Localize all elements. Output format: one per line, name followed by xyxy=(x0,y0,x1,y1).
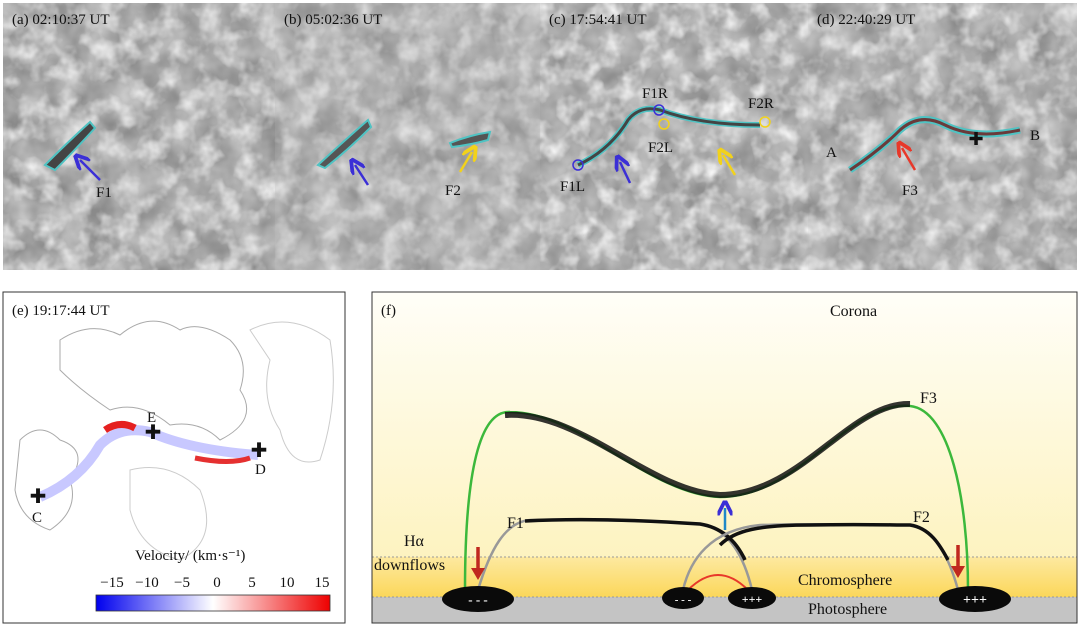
arrow-icon xyxy=(902,148,917,171)
panel-b: (b) 05:02:36 UT F2 xyxy=(275,3,540,270)
corona-label: Corona xyxy=(830,303,877,320)
footpoint-marker xyxy=(653,104,665,116)
photosphere-label: Photosphere xyxy=(808,601,887,618)
filament-f3 xyxy=(504,400,911,499)
filament-outline xyxy=(316,118,373,170)
marker-label: F2R xyxy=(748,96,774,112)
colorbar-ticks: −15 −10 −5 0 5 10 15 xyxy=(100,575,329,591)
crosshair-icon: ✚ xyxy=(30,486,47,508)
crosshair-icon: ✚ xyxy=(145,422,162,444)
marker-label: D xyxy=(255,462,266,478)
colorbar-tick-label: −10 xyxy=(135,575,158,591)
filament-outline xyxy=(448,130,492,149)
panel-label: (f) xyxy=(381,303,396,319)
marker-label: F2L xyxy=(648,140,673,156)
footpoint-marker xyxy=(759,116,771,128)
colorbar-tick-label: 15 xyxy=(315,575,330,591)
filament-outline xyxy=(43,120,97,172)
panel-label: (e) 19:17:44 UT xyxy=(12,303,109,319)
colorbar xyxy=(95,594,331,612)
polarity-sign: +++ xyxy=(742,592,763,606)
polarity-positive xyxy=(728,587,776,609)
panel-c: (c) 17:54:41 UT F1R F2R F2L F1L xyxy=(540,3,808,270)
footpoint-marker xyxy=(658,118,670,130)
f3-label: F3 xyxy=(920,390,937,407)
downflows-label: downflows xyxy=(374,557,445,574)
f2-label: F2 xyxy=(913,509,930,526)
panel-d: ✚ (d) 22:40:29 UT A B F3 xyxy=(808,3,1077,270)
polarity-negative xyxy=(442,586,514,612)
marker-label: F1R xyxy=(642,86,668,102)
marker-label: B xyxy=(1030,128,1040,144)
colorbar-tick-label: 10 xyxy=(280,575,295,591)
arrow-icon xyxy=(80,160,101,181)
colorbar-tick-label: 5 xyxy=(248,575,256,591)
colorbar-tick-label: −15 xyxy=(100,575,123,591)
arrow-icon xyxy=(355,165,370,186)
reconnection-arrow-icon xyxy=(687,574,749,591)
polarity-sign: - - - xyxy=(675,594,692,606)
f1-label: F1 xyxy=(507,515,524,532)
panel-label: (c) 17:54:41 UT xyxy=(549,12,646,28)
downflows-label: Hα xyxy=(404,533,425,550)
arrow-icon xyxy=(458,152,472,173)
arrow-icon xyxy=(620,162,632,184)
downflow-arrow-icon xyxy=(471,547,485,580)
polarity-sign: - - - xyxy=(468,592,488,607)
panel-e: ✚ ✚ ✚ (e) 19:17:44 UT E D C Velocity/ (k… xyxy=(2,291,346,624)
marker-label: F2 xyxy=(445,183,461,199)
panel-label: (d) 22:40:29 UT xyxy=(817,12,915,28)
panel-label: (b) 05:02:36 UT xyxy=(284,12,382,28)
panel-f: - - - - - - +++ +++ (f) Corona Chromosph… xyxy=(371,291,1078,624)
marker-label: F3 xyxy=(902,183,918,199)
panel-a: (a) 02:10:37 UT F1 xyxy=(3,3,275,270)
polarity-positive xyxy=(939,586,1011,612)
crosshair-icon: ✚ xyxy=(968,129,983,149)
arrow-icon xyxy=(723,155,737,176)
filament-velocity xyxy=(37,425,259,502)
crosshair-icon: ✚ xyxy=(251,440,268,462)
marker-label: E xyxy=(147,410,156,426)
marker-label: F1L xyxy=(560,179,585,195)
chromosphere-label: Chromosphere xyxy=(798,572,892,589)
filament-f2 xyxy=(718,522,950,561)
colorbar-tick-label: 0 xyxy=(213,575,221,591)
marker-label: C xyxy=(32,510,42,526)
panel-label: (a) 02:10:37 UT xyxy=(12,12,109,28)
footpoint-marker xyxy=(572,159,584,171)
polarity-negative xyxy=(662,587,704,609)
filament-f1 xyxy=(524,517,747,561)
marker-label: F1 xyxy=(96,185,112,201)
marker-label: A xyxy=(826,145,837,161)
downflow-arrow-icon xyxy=(951,545,965,578)
colorbar-title: Velocity/ (km·s⁻¹) xyxy=(135,548,245,564)
colorbar-tick-label: −5 xyxy=(174,575,190,591)
polarity-sign: +++ xyxy=(963,593,987,608)
